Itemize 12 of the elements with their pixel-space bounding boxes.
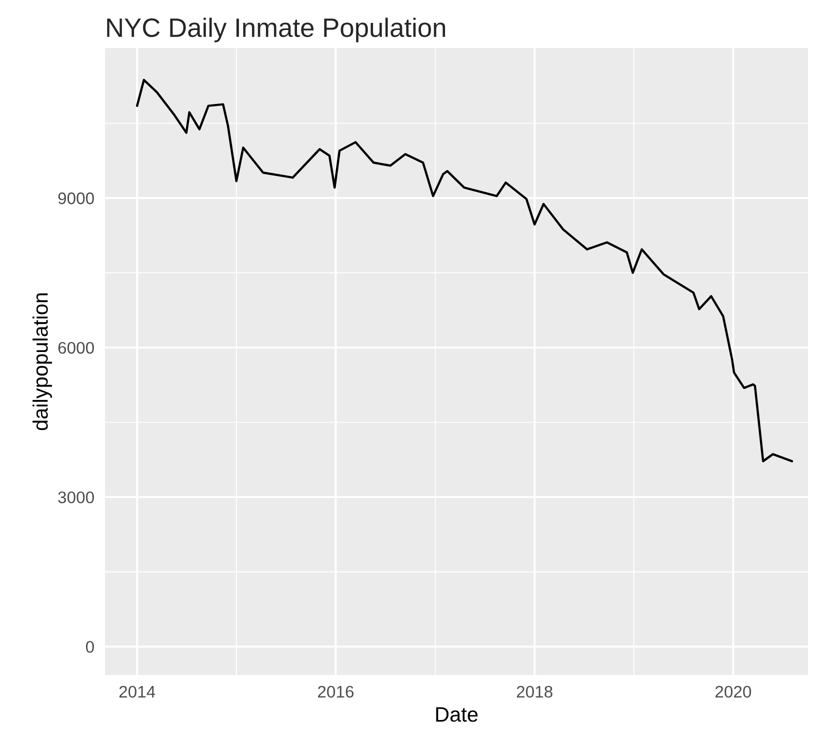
y-tick-label: 6000 xyxy=(58,342,94,354)
y-tick-label: 0 xyxy=(86,640,94,653)
y-tick-label: 3000 xyxy=(58,491,94,504)
chart-title: NYC Daily Inmate Population xyxy=(107,18,446,42)
x-tick-label: 2016 xyxy=(318,686,354,698)
x-tick-label: 2018 xyxy=(516,686,552,698)
x-tick-label: 2020 xyxy=(715,686,752,698)
x-axis-title: Date xyxy=(436,707,478,722)
y-tick-label: 9000 xyxy=(58,192,94,204)
x-tick-label: 2014 xyxy=(119,686,156,698)
line-series xyxy=(136,78,794,462)
y-axis-title: dailypopulation xyxy=(32,293,52,430)
